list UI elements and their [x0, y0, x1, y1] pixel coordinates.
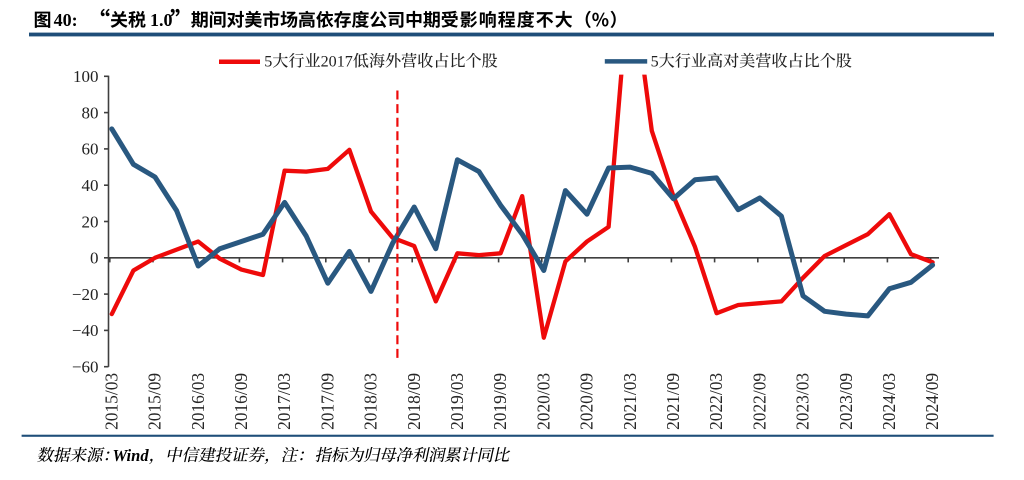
svg-text:40:: 40:: [54, 10, 78, 30]
svg-text:0: 0: [90, 249, 99, 268]
svg-text:2022/03: 2022/03: [706, 373, 726, 430]
svg-text:20: 20: [82, 212, 99, 231]
svg-text:40: 40: [82, 176, 99, 195]
svg-text:2021/09: 2021/09: [663, 373, 683, 430]
svg-text:2020/03: 2020/03: [533, 373, 553, 430]
svg-text:2017/09: 2017/09: [317, 373, 337, 430]
svg-text:2015/09: 2015/09: [145, 373, 165, 430]
svg-text:Wind: Wind: [113, 446, 150, 465]
svg-text:2015/03: 2015/03: [101, 373, 121, 430]
svg-text:2018/09: 2018/09: [404, 373, 424, 430]
svg-text:−40: −40: [72, 321, 99, 340]
svg-text:60: 60: [82, 140, 99, 159]
svg-text:2017: 2017: [321, 53, 353, 70]
svg-text:2022/09: 2022/09: [749, 373, 769, 430]
svg-text:100: 100: [73, 67, 99, 86]
svg-text:−60: −60: [72, 358, 99, 377]
svg-text:2018/03: 2018/03: [361, 373, 381, 430]
svg-text:2020/09: 2020/09: [577, 373, 597, 430]
svg-text:2017/03: 2017/03: [274, 373, 294, 430]
svg-text:2023/09: 2023/09: [836, 373, 856, 430]
svg-text:2016/03: 2016/03: [188, 373, 208, 430]
svg-text:2019/03: 2019/03: [447, 373, 467, 430]
svg-text:2024/03: 2024/03: [879, 373, 899, 430]
svg-text:−20: −20: [72, 285, 99, 304]
svg-text:2024/09: 2024/09: [922, 373, 942, 430]
svg-text:1.0: 1.0: [150, 10, 173, 30]
svg-text:2016/09: 2016/09: [231, 373, 251, 430]
svg-text:5: 5: [651, 53, 659, 70]
svg-text:5: 5: [264, 53, 272, 70]
svg-text:2019/09: 2019/09: [490, 373, 510, 430]
svg-text:80: 80: [82, 103, 99, 122]
svg-text:2023/03: 2023/03: [793, 373, 813, 430]
svg-text:2021/03: 2021/03: [620, 373, 640, 430]
